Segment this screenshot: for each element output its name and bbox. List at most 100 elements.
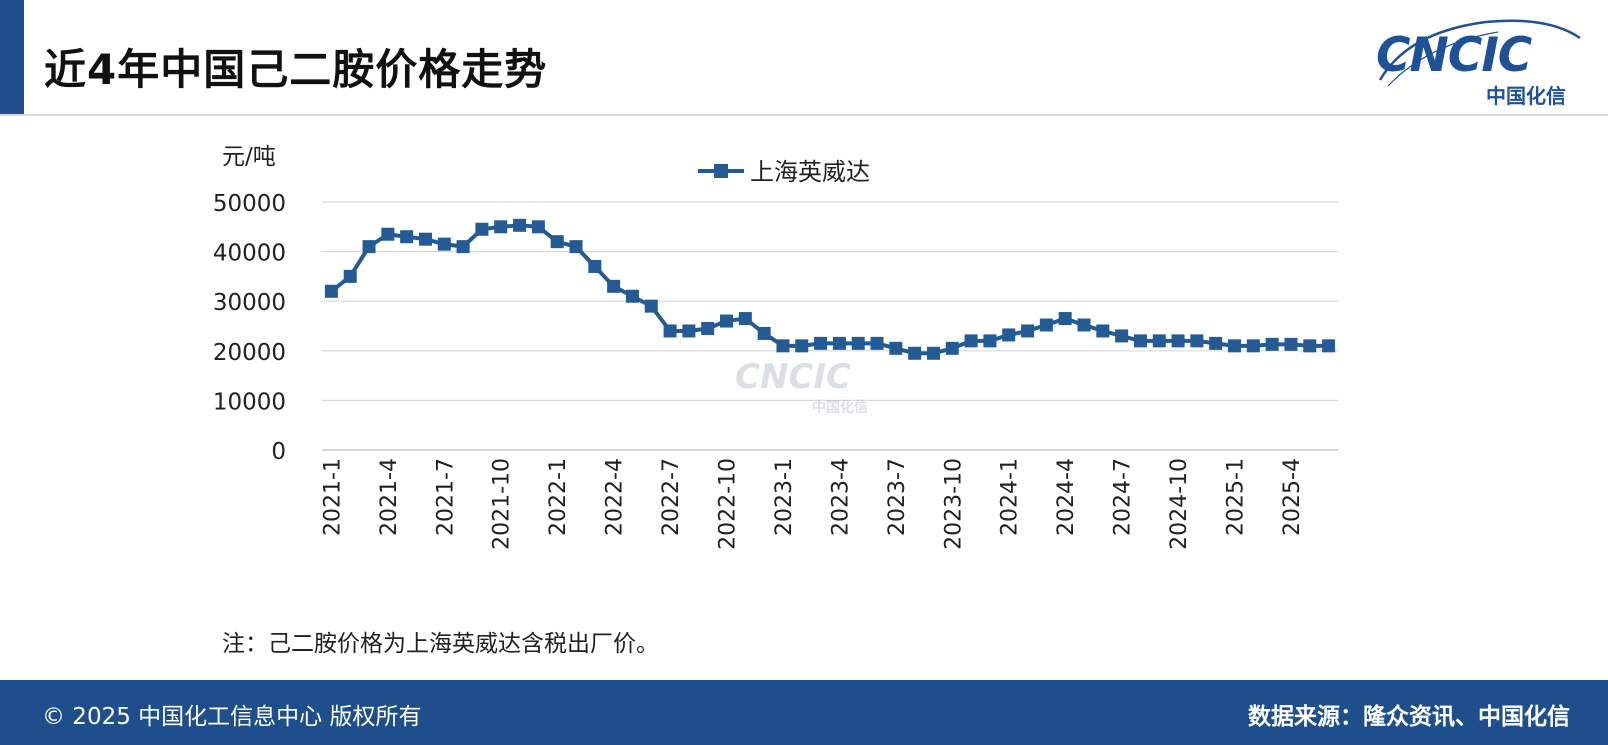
data-point-marker: [1077, 318, 1091, 332]
data-point-marker: [437, 237, 451, 251]
legend-square-marker: [714, 164, 728, 178]
data-point-marker: [889, 341, 903, 355]
data-point-marker: [1322, 339, 1336, 353]
data-point-marker: [362, 240, 376, 254]
x-tick-label: 2023-7: [885, 458, 910, 536]
data-point-marker: [1115, 329, 1129, 343]
x-tick-label: 2024-7: [1111, 458, 1136, 536]
data-point-marker: [1284, 337, 1298, 351]
logo-text: CNCIC: [1376, 28, 1532, 83]
data-point-marker: [418, 232, 432, 246]
data-point-marker: [588, 259, 602, 273]
x-tick-label: 2023-1: [772, 458, 797, 536]
data-point-marker: [644, 299, 658, 313]
y-tick-label: 30000: [213, 290, 286, 316]
data-point-marker: [343, 269, 357, 283]
data-point-marker: [795, 339, 809, 353]
chart-legend: 上海英威达: [698, 158, 870, 186]
data-point-marker: [663, 324, 677, 338]
data-point-marker: [456, 240, 470, 254]
data-point-marker: [720, 314, 734, 328]
data-point-marker: [400, 230, 414, 244]
x-tick-label: 2021-10: [490, 458, 515, 550]
x-tick-label: 2023-4: [828, 458, 853, 536]
data-point-marker: [513, 218, 527, 232]
series-layer: [324, 218, 1336, 360]
footer-copyright: © 2025 中国化工信息中心 版权所有: [42, 704, 422, 730]
x-tick-label: 2022-4: [603, 458, 628, 536]
data-point-marker: [550, 235, 564, 249]
footer-bar: © 2025 中国化工信息中心 版权所有 数据来源：隆众资讯、中国化信: [0, 680, 1608, 745]
data-point-marker: [1209, 336, 1223, 350]
data-point-marker: [1265, 337, 1279, 351]
x-tick-label: 2021-1: [320, 458, 345, 536]
x-tick-label: 2025-4: [1280, 458, 1305, 536]
y-tick-label: 0: [271, 439, 286, 465]
y-tick-label: 50000: [213, 191, 286, 217]
x-tick-label: 2024-4: [1054, 458, 1079, 536]
data-point-marker: [908, 346, 922, 360]
x-tick-label: 2021-7: [433, 458, 458, 536]
watermark-text: CNCIC: [735, 357, 851, 397]
data-point-marker: [1171, 334, 1185, 348]
data-point-marker: [945, 341, 959, 355]
grid-layer: [322, 201, 1338, 451]
watermark-subtext: 中国化信: [812, 399, 868, 416]
x-tick-label: 2022-7: [659, 458, 684, 536]
y-tick-label: 10000: [213, 389, 286, 415]
y-axis-unit-label: 元/吨: [222, 144, 276, 170]
price-line-chart: CNCIC 中国化信 元/吨 上海英威达 0 10000 20000 30000 400…: [213, 144, 1338, 550]
logo-swoosh-icon: [1378, 19, 1581, 87]
footer-source: 数据来源：隆众资讯、中国化信: [1248, 704, 1570, 730]
page-title: 近4年中国己二胺价格走势: [44, 45, 548, 94]
data-point-marker: [757, 326, 771, 340]
x-tick-label: 2022-10: [716, 458, 741, 550]
y-tick-label: 20000: [213, 340, 286, 366]
footnote: 注：己二胺价格为上海英威达含税出厂价。: [222, 631, 659, 657]
data-point-marker: [1096, 324, 1110, 338]
data-point-marker: [1133, 334, 1147, 348]
data-point-marker: [926, 346, 940, 360]
data-point-marker: [851, 336, 865, 350]
data-point-marker: [324, 284, 338, 298]
data-point-marker: [1058, 312, 1072, 326]
data-point-marker: [738, 312, 752, 326]
data-point-marker: [1190, 334, 1204, 348]
watermark: CNCIC 中国化信: [735, 357, 868, 416]
x-tick-label: 2023-10: [941, 458, 966, 550]
data-point-marker: [607, 279, 621, 293]
data-point-marker: [701, 321, 715, 335]
data-point-marker: [682, 324, 696, 338]
legend-label: 上海英威达: [750, 158, 870, 186]
series-line: [330, 223, 1329, 356]
data-point-marker: [381, 227, 395, 241]
x-tick-label: 2024-10: [1167, 458, 1192, 550]
data-point-marker: [814, 336, 828, 350]
data-point-marker: [1039, 318, 1053, 332]
data-point-marker: [1021, 324, 1035, 338]
header-divider: [0, 114, 1608, 116]
data-point-marker: [832, 336, 846, 350]
axis-layer: 0 10000 20000 30000 40000 50000 2021-1 2021-4 20…: [213, 191, 1305, 550]
data-point-marker: [776, 339, 790, 353]
y-tick-label: 40000: [213, 241, 286, 267]
x-tick-label: 2022-1: [546, 458, 571, 536]
data-point-marker: [1152, 334, 1166, 348]
data-point-marker: [964, 334, 978, 348]
data-point-marker: [1002, 328, 1016, 342]
data-point-marker: [1228, 339, 1242, 353]
data-point-marker: [569, 240, 583, 254]
data-point-marker: [1303, 339, 1317, 353]
logo-subtext: 中国化信: [1486, 84, 1566, 108]
data-point-marker: [625, 289, 639, 303]
data-point-marker: [475, 222, 489, 236]
x-tick-label: 2021-4: [377, 458, 402, 536]
data-point-marker: [531, 220, 545, 234]
data-point-marker: [870, 336, 884, 350]
data-point-marker: [494, 220, 508, 234]
cncic-logo: CNCIC 中国化信: [1368, 14, 1584, 108]
title-accent-bar: [0, 0, 24, 116]
data-point-marker: [983, 334, 997, 348]
data-point-marker: [1246, 339, 1260, 353]
x-tick-label: 2024-1: [998, 458, 1023, 536]
